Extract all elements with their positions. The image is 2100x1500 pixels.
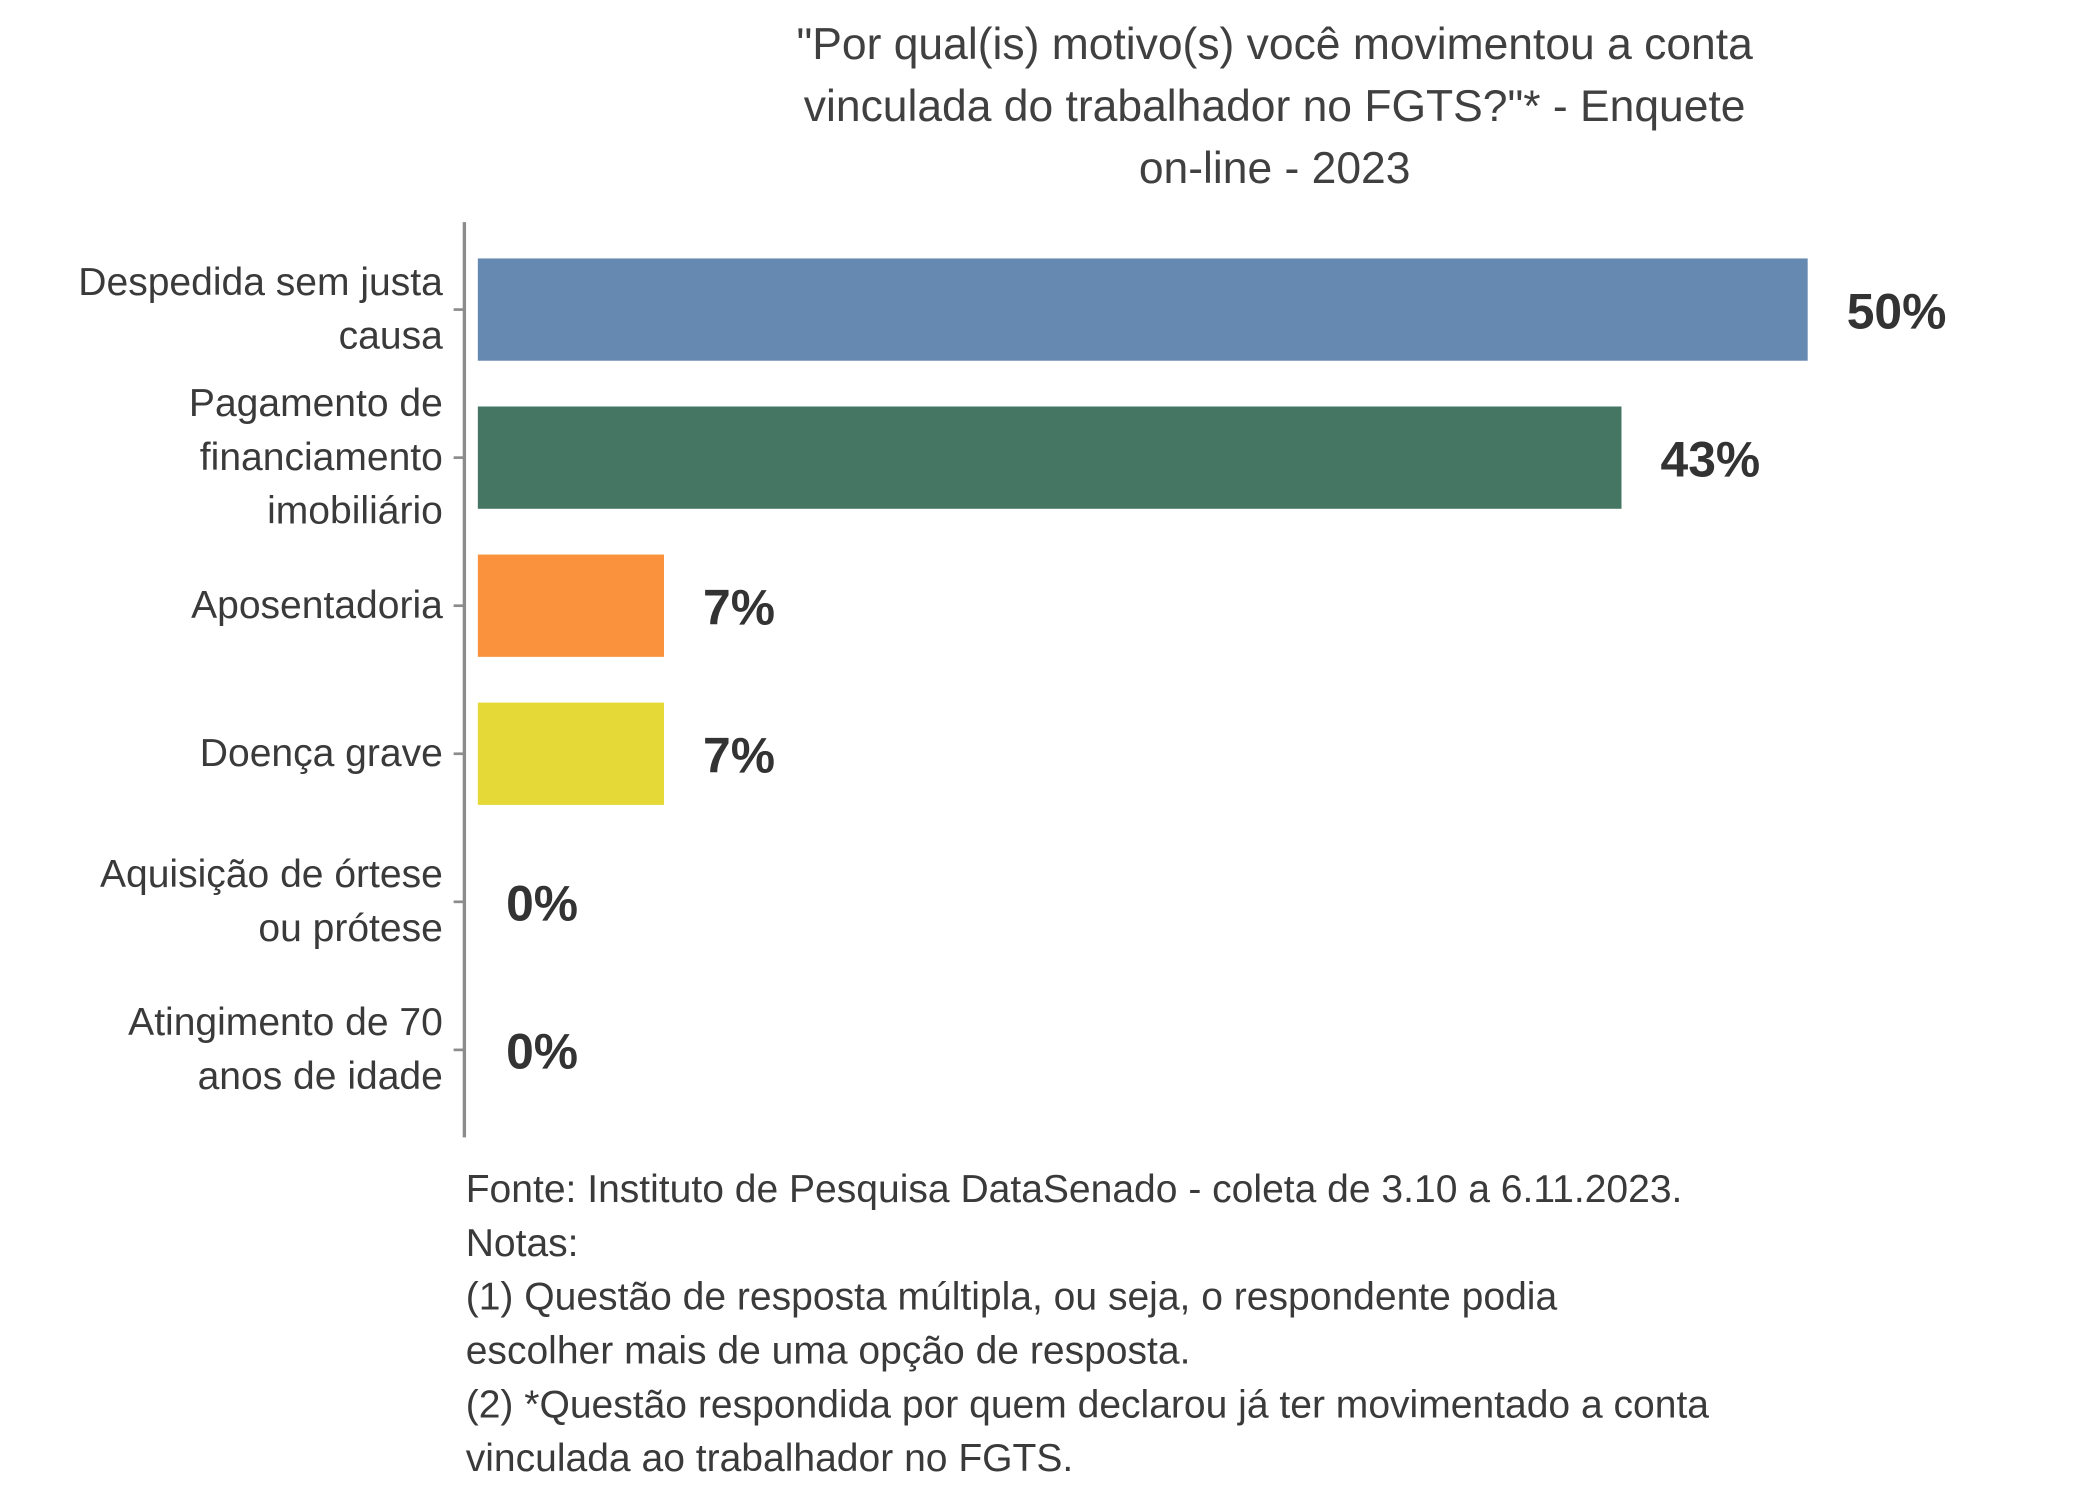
title-line: "Por qual(is) motivo(s) você movimentou …	[796, 18, 1753, 69]
data-label: 7%	[703, 728, 776, 784]
data-label: 50%	[1846, 284, 1947, 340]
chart-title: "Por qual(is) motivo(s) você movimentou …	[602, 13, 1948, 199]
category-label-line: Aquisição de órtese	[99, 853, 443, 897]
category-label-line: imobiliário	[267, 489, 443, 534]
category-label-line: Atingimento de 70	[128, 1001, 443, 1045]
category-label: Pagamento de financiamento imobiliário	[189, 377, 443, 539]
bar	[477, 406, 1622, 509]
category-label-line: Despedida sem justa	[78, 261, 443, 305]
data-label: 7%	[703, 580, 776, 636]
footnote-line: Fonte: Instituto de Pesquisa DataSenado …	[465, 1168, 1683, 1212]
footnote: Fonte: Instituto de Pesquisa DataSenado …	[466, 1163, 1709, 1486]
category-label: Aquisição de órtese ou prótese	[100, 848, 443, 956]
category-label: Despedida sem justa causa	[78, 256, 443, 364]
category-label-line: Pagamento de	[188, 382, 443, 426]
category-label-line: ou prótese	[258, 907, 443, 951]
category-label-line: causa	[338, 314, 443, 359]
bar	[477, 258, 1808, 361]
category-label-line: anos de idade	[197, 1055, 443, 1099]
footnote-line: (1) Questão de resposta múltipla, ou sej…	[465, 1276, 1558, 1320]
data-label: 0%	[506, 1024, 579, 1080]
category-label: Aposentadoria	[191, 579, 443, 633]
category-label-line: Aposentadoria	[191, 584, 443, 628]
footnote-line: Notas:	[465, 1222, 579, 1266]
category-label-line: financiamento	[199, 436, 443, 480]
footnote-line: escolher mais de uma opção de resposta.	[465, 1329, 1191, 1373]
title-line: on-line - 2023	[1138, 142, 1411, 193]
category-label: Doença grave	[200, 727, 443, 781]
title-line: vinculada do trabalhador no FGTS?"* - En…	[803, 80, 1746, 131]
footnote-line: (2) *Questão respondida por quem declaro…	[465, 1383, 1710, 1427]
data-label: 43%	[1660, 432, 1761, 488]
category-label-line: Doença grave	[199, 732, 443, 776]
data-label: 0%	[506, 876, 579, 932]
category-label: Atingimento de 70 anos de idade	[128, 996, 443, 1104]
bar	[477, 554, 665, 657]
footnote-line: vinculada ao trabalhador no FGTS.	[465, 1437, 1074, 1481]
bar	[477, 702, 665, 805]
